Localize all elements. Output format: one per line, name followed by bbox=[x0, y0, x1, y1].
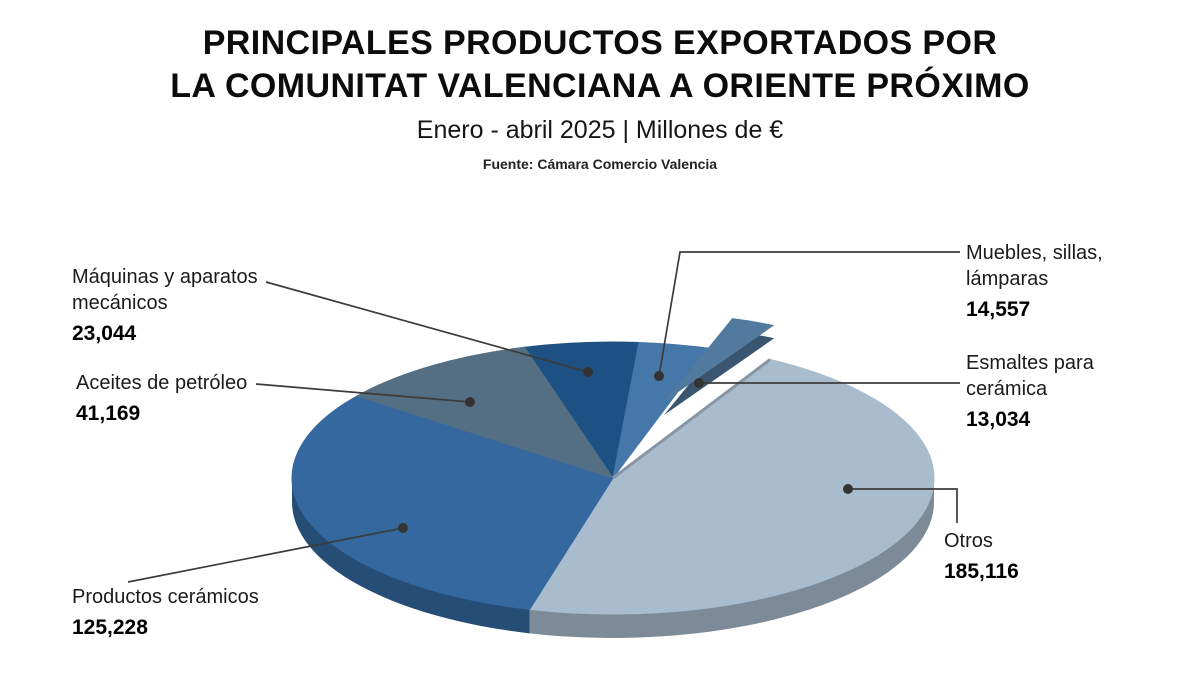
leader-line-muebles bbox=[658, 251, 960, 377]
pie-side-otros bbox=[529, 478, 934, 638]
slice-value: 14,557 bbox=[966, 298, 1031, 321]
slice-label: lámparas bbox=[966, 268, 1049, 290]
slice-label: cerámica bbox=[966, 378, 1048, 400]
callout-maquinas: Máquinas y aparatos mecánicos 23,044 bbox=[72, 264, 258, 347]
pie-side-ceramicos bbox=[292, 478, 530, 634]
slice-label: Máquinas y aparatos bbox=[72, 266, 258, 288]
leader-line-otros bbox=[848, 488, 958, 523]
pie-slice-esmaltes-side bbox=[664, 331, 775, 415]
header: PRINCIPALES PRODUCTOS EXPORTADOS POR LA … bbox=[0, 22, 1200, 172]
slice-value: 13,034 bbox=[966, 408, 1031, 431]
source-credit: Fuente: Cámara Comercio Valencia bbox=[482, 156, 718, 172]
slice-value: 23,044 bbox=[72, 322, 137, 345]
pie-slice-otros bbox=[528, 358, 935, 615]
callout-muebles: Muebles, sillas, lámparas 14,557 bbox=[966, 240, 1103, 323]
title-line-1: PRINCIPALES PRODUCTOS EXPORTADOS POR bbox=[202, 24, 998, 62]
callout-esmaltes: Esmaltes para cerámica 13,034 bbox=[966, 350, 1094, 433]
pie-slice-ceramicos bbox=[291, 395, 614, 610]
callout-aceites: Aceites de petróleo 41,169 bbox=[76, 370, 247, 427]
page-title: PRINCIPALES PRODUCTOS EXPORTADOS POR LA … bbox=[0, 22, 1200, 107]
anchor-dot-muebles bbox=[654, 371, 664, 381]
leader-line-maquinas bbox=[265, 281, 589, 373]
leader-line-aceites bbox=[255, 383, 471, 403]
slice-label: Aceites de petróleo bbox=[76, 372, 248, 394]
subtitle: Enero - abril 2025 | Millones de € bbox=[416, 116, 784, 144]
slice-value: 125,228 bbox=[72, 616, 148, 639]
slice-label: Otros bbox=[944, 530, 993, 552]
callout-ceramicos: Productos cerámicos 125,228 bbox=[72, 584, 259, 641]
slice-label: Esmaltes para bbox=[966, 352, 1094, 374]
slice-label: Productos cerámicos bbox=[72, 586, 259, 608]
callout-otros: Otros 185,116 bbox=[944, 528, 1019, 585]
slice-label: Muebles, sillas, bbox=[966, 242, 1103, 264]
anchor-dot-ceramicos bbox=[398, 523, 408, 533]
anchor-dot-maquinas bbox=[583, 367, 593, 377]
anchor-dot-aceites bbox=[465, 397, 475, 407]
slice-label: mecánicos bbox=[72, 292, 168, 314]
anchor-dot-esmaltes bbox=[694, 378, 704, 388]
pie-slice-aceites bbox=[355, 346, 615, 479]
slice-value: 41,169 bbox=[76, 402, 141, 425]
slice-value: 185,116 bbox=[944, 560, 1019, 583]
leader-line-ceramicos bbox=[127, 527, 404, 583]
pie-cut-edge bbox=[612, 358, 772, 480]
title-line-2: LA COMUNITAT VALENCIANA A ORIENTE PRÓXIM… bbox=[170, 66, 1030, 105]
pie-slice-esmaltes bbox=[664, 318, 775, 402]
anchor-dot-otros bbox=[843, 484, 853, 494]
